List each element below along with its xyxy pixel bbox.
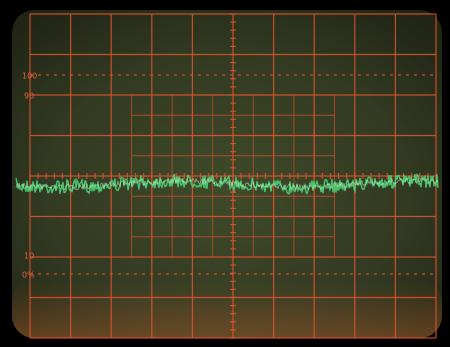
label-10: 10: [24, 252, 34, 261]
oscilloscope-photo: 100 90 10 0%: [0, 0, 450, 347]
screen-glow: [12, 280, 442, 338]
label-0-percent: 0%: [22, 271, 35, 280]
label-90: 90: [24, 92, 34, 101]
page: 100 90 10 0% (() => { const data = JSON.…: [0, 0, 450, 347]
label-100: 100: [22, 72, 37, 81]
